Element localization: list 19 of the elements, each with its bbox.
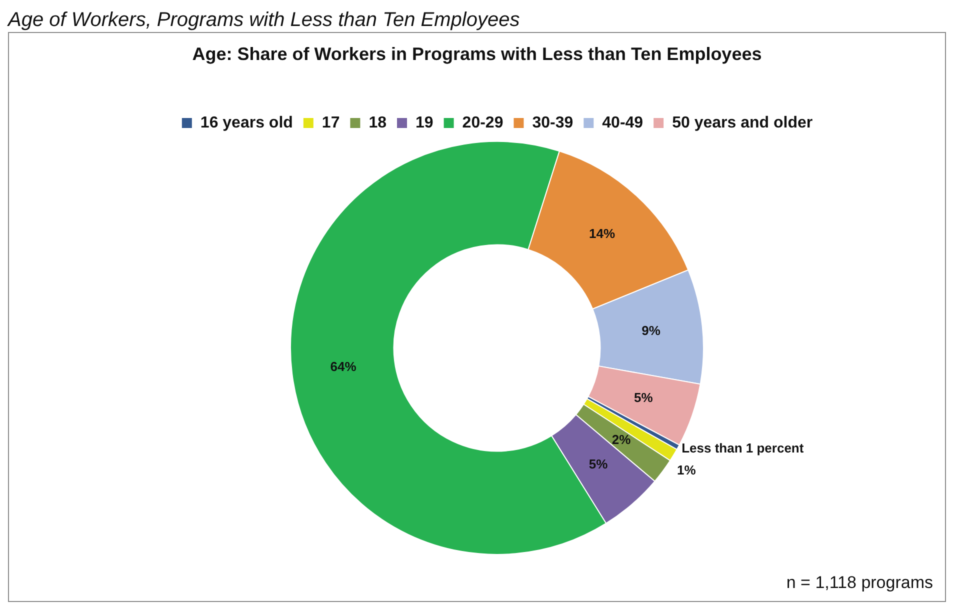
legend-label: 16 years old [200,114,293,132]
data-label: 5% [634,390,654,406]
data-label: 14% [589,226,616,241]
legend-label: 17 [322,114,340,132]
data-label: 9% [642,323,661,338]
text: n = 1,118 programs [786,573,933,593]
data-label: 64% [330,358,357,374]
legend-label: 30-39 [532,114,574,132]
legend-label: 40-49 [602,114,644,132]
data-label: Less than 1 percent [682,440,804,456]
chart-title: Age: Share of Workers in Programs with Less than Ten Employees [191,43,763,65]
legend-label: 18 [368,114,387,132]
legend-label: 20-29 [462,114,504,132]
data-label: 2% [612,432,632,447]
text: Age of Workers, Programs with Less than Ten Employees [8,8,521,32]
data-label: 5% [588,456,608,472]
data-label: 1% [677,462,696,478]
legend-label: 50 years and older [672,114,813,132]
legend-label: 19 [416,114,434,132]
